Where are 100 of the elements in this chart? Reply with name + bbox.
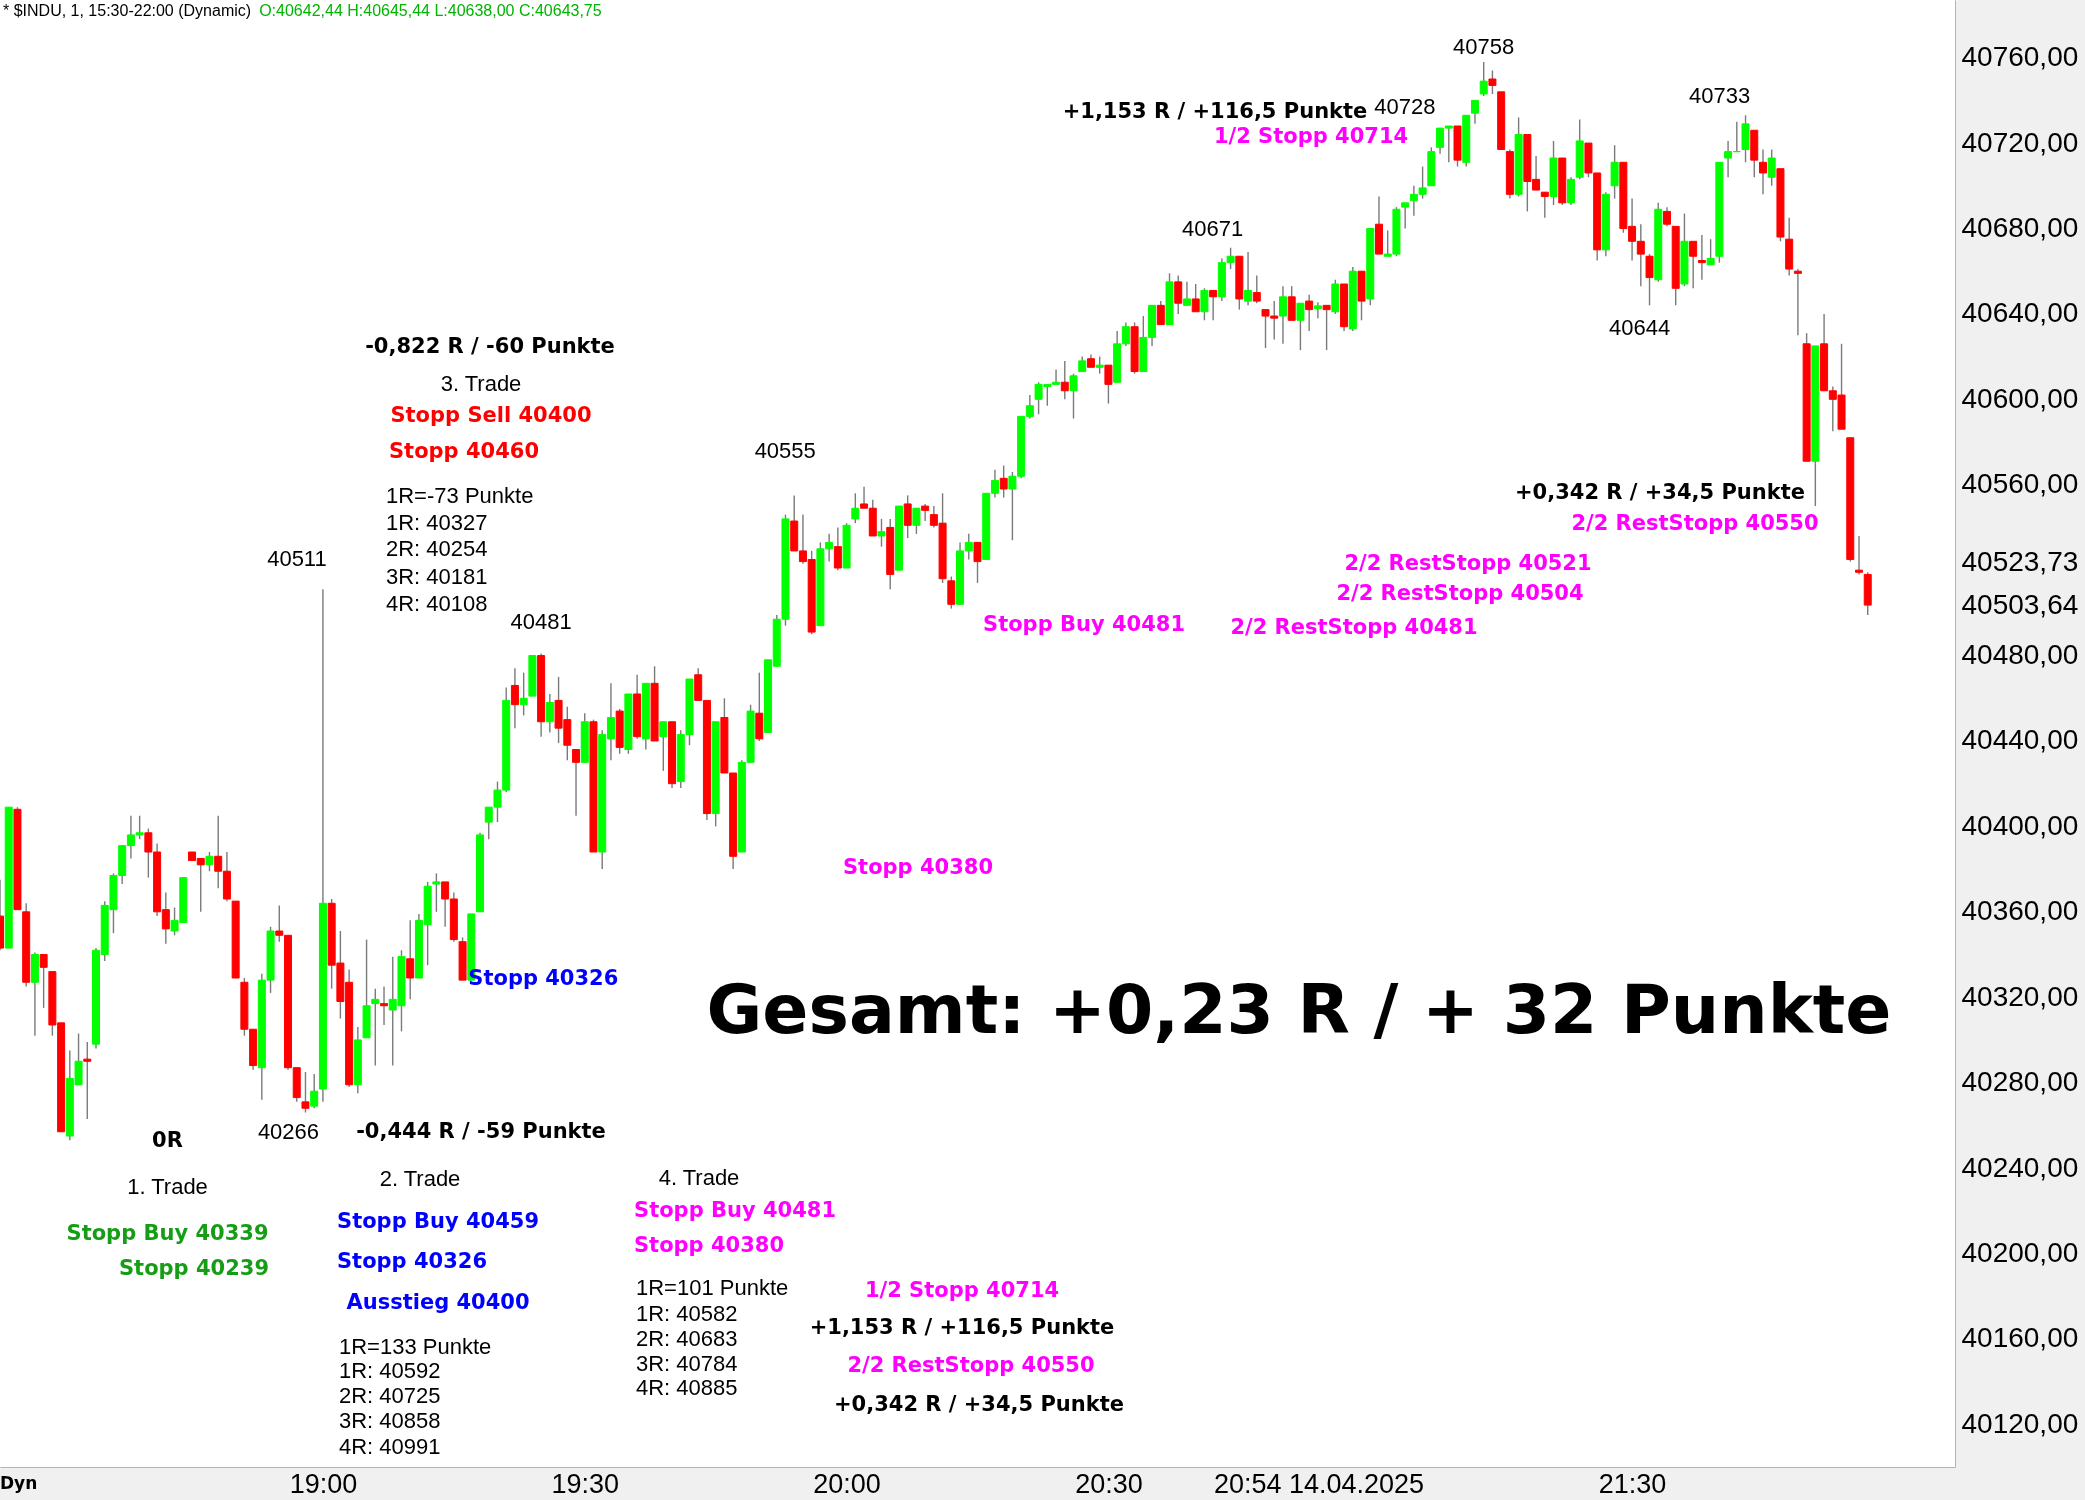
candlestick: [1156, 300, 1165, 326]
annotation: 1/2 Stopp 40714: [1213, 124, 1409, 148]
candlestick: [1610, 144, 1619, 200]
candlestick: [1855, 535, 1863, 576]
annotation: 4R: 40108: [386, 591, 488, 616]
annotation: -0,444 R / -59 Punkte: [356, 1119, 606, 1143]
annotation: Stopp Buy 40481: [634, 1198, 836, 1222]
annotation: 1R=-73 Punkte: [386, 483, 534, 508]
annotation: 40733: [1688, 83, 1751, 109]
candlestick: [999, 464, 1008, 499]
y-tick-label: 40600,00: [1961, 382, 2079, 414]
annotation: Stopp 40460: [388, 439, 540, 463]
text: Dyn: [0, 1473, 38, 1493]
candlestick: [1767, 148, 1776, 187]
candlestick: [912, 507, 921, 535]
text: 20:54 14.04.2025: [1213, 1469, 1425, 1499]
candlestick: [545, 693, 554, 734]
annotation: +1,153 R / +116,5 Punkte: [809, 1315, 1115, 1339]
annotation: 2/2 RestStopp 40481: [1230, 615, 1478, 639]
candlestick: [1540, 191, 1549, 219]
annotation: Stopp 40380: [842, 855, 994, 879]
x-tick-label: 19:30: [551, 1468, 620, 1499]
candlestick: [1479, 61, 1488, 97]
candlestick: [1191, 283, 1200, 313]
candlestick: [1645, 253, 1654, 307]
annotation: 2. Trade: [379, 1166, 461, 1191]
annotation: 3R: 40181: [386, 564, 488, 589]
annotation: 2/2 RestStopp 40504: [1336, 581, 1584, 605]
annotation: 4. Trade: [658, 1165, 740, 1190]
candlestick: [1470, 99, 1479, 125]
candlestick: [1060, 360, 1069, 401]
y-tick-label: 40720,00: [1961, 126, 2079, 158]
annotation: 1R=133 Punkte: [339, 1334, 492, 1359]
candlestick: [1697, 234, 1706, 281]
candlestick: [833, 526, 842, 571]
candlestick: [1706, 238, 1715, 266]
candlestick: [1069, 372, 1078, 420]
y-tick-label: 40523,73: [1961, 545, 2079, 577]
candlestick: [1689, 240, 1698, 289]
annotation: Stopp 40239: [118, 1255, 270, 1280]
candlestick: [310, 1073, 319, 1109]
y-tick-label: 40120,00: [1961, 1407, 2079, 1439]
annotation: 40728: [1374, 93, 1436, 119]
x-tick-label: 20:30: [1075, 1468, 1143, 1499]
annotation: 1/2 Stopp 40714: [864, 1278, 1060, 1302]
candlestick: [903, 494, 912, 539]
annotation: 40758: [1453, 33, 1515, 59]
annotation: +0,342 R / +34,5 Punkte: [1514, 480, 1806, 504]
candlestick: [406, 919, 415, 1001]
chart-subtitle: O:40642,44 H:40645,44 L:40638,00 C:40643,75: [259, 2, 602, 19]
y-tick-label: 40320,00: [1961, 980, 2079, 1012]
candlestick: [1488, 69, 1497, 95]
candlestick: [1296, 302, 1305, 351]
candlestick: [205, 851, 214, 872]
annotation: 3R: 40784: [636, 1351, 738, 1376]
candlestick: [1566, 176, 1575, 206]
annotation: 2/2 RestStopp 40550: [1571, 511, 1819, 535]
candlestick: [1305, 293, 1314, 332]
candlestick: [380, 985, 389, 1026]
annotation: +1,153 R / +116,5 Punkte: [1062, 99, 1368, 123]
candlestick: [1401, 202, 1410, 230]
annotation: 4R: 40991: [339, 1434, 441, 1459]
candlestick: [1758, 148, 1767, 196]
annotation: 1R=101 Punkte: [636, 1275, 789, 1300]
y-tick-label: 40240,00: [1961, 1151, 2079, 1183]
annotation: Stopp 40326: [468, 966, 619, 991]
candlestick: [39, 953, 48, 1009]
y-tick-label: 40360,00: [1961, 895, 2079, 927]
y-tick-label: 40680,00: [1961, 211, 2079, 243]
annotation: Stopp Sell 40400: [390, 403, 592, 427]
candlestick: [877, 518, 886, 548]
annotation: 0R: [152, 1128, 183, 1152]
annotation: 40644: [1608, 315, 1671, 341]
annotation: Stopp 40380: [633, 1233, 785, 1257]
candlestick: [1793, 268, 1802, 336]
annotation: 1R: 40592: [339, 1358, 441, 1383]
annotation: 2R: 40683: [636, 1326, 738, 1351]
y-tick-label: 40160,00: [1961, 1322, 2079, 1354]
y-tick-label: 40480,00: [1961, 639, 2079, 671]
annotation: 2/2 RestStopp 40550: [847, 1353, 1095, 1377]
annotation: 1R: 40327: [386, 510, 488, 535]
candlestick: [1174, 274, 1183, 315]
candlestick: [1287, 285, 1296, 322]
y-tick-label: 40560,00: [1961, 468, 2079, 500]
annotation: +0,342 R / +34,5 Punkte: [833, 1392, 1125, 1416]
candlestick: [1313, 301, 1322, 319]
annotation: Stopp 40326: [336, 1249, 488, 1273]
y-tick-label: 40440,00: [1961, 724, 2079, 756]
y-tick-label: 40400,00: [1961, 809, 2079, 841]
y-tick-label: 40640,00: [1961, 297, 2079, 329]
chart-title: * $INDU, 1, 15:30-22:00 (Dynamic): [3, 2, 252, 19]
candlestick: [1244, 251, 1253, 307]
candlestick: [1252, 274, 1261, 304]
annotation: 40511: [267, 546, 327, 572]
annotation: 2R: 40254: [386, 536, 488, 561]
y-tick-label: 40280,00: [1961, 1066, 2079, 1098]
candlestick: [301, 1071, 310, 1114]
annotation: 3. Trade: [440, 371, 522, 396]
annotation: 4R: 40885: [636, 1375, 738, 1400]
x-tick-label: 19:00: [289, 1468, 358, 1499]
